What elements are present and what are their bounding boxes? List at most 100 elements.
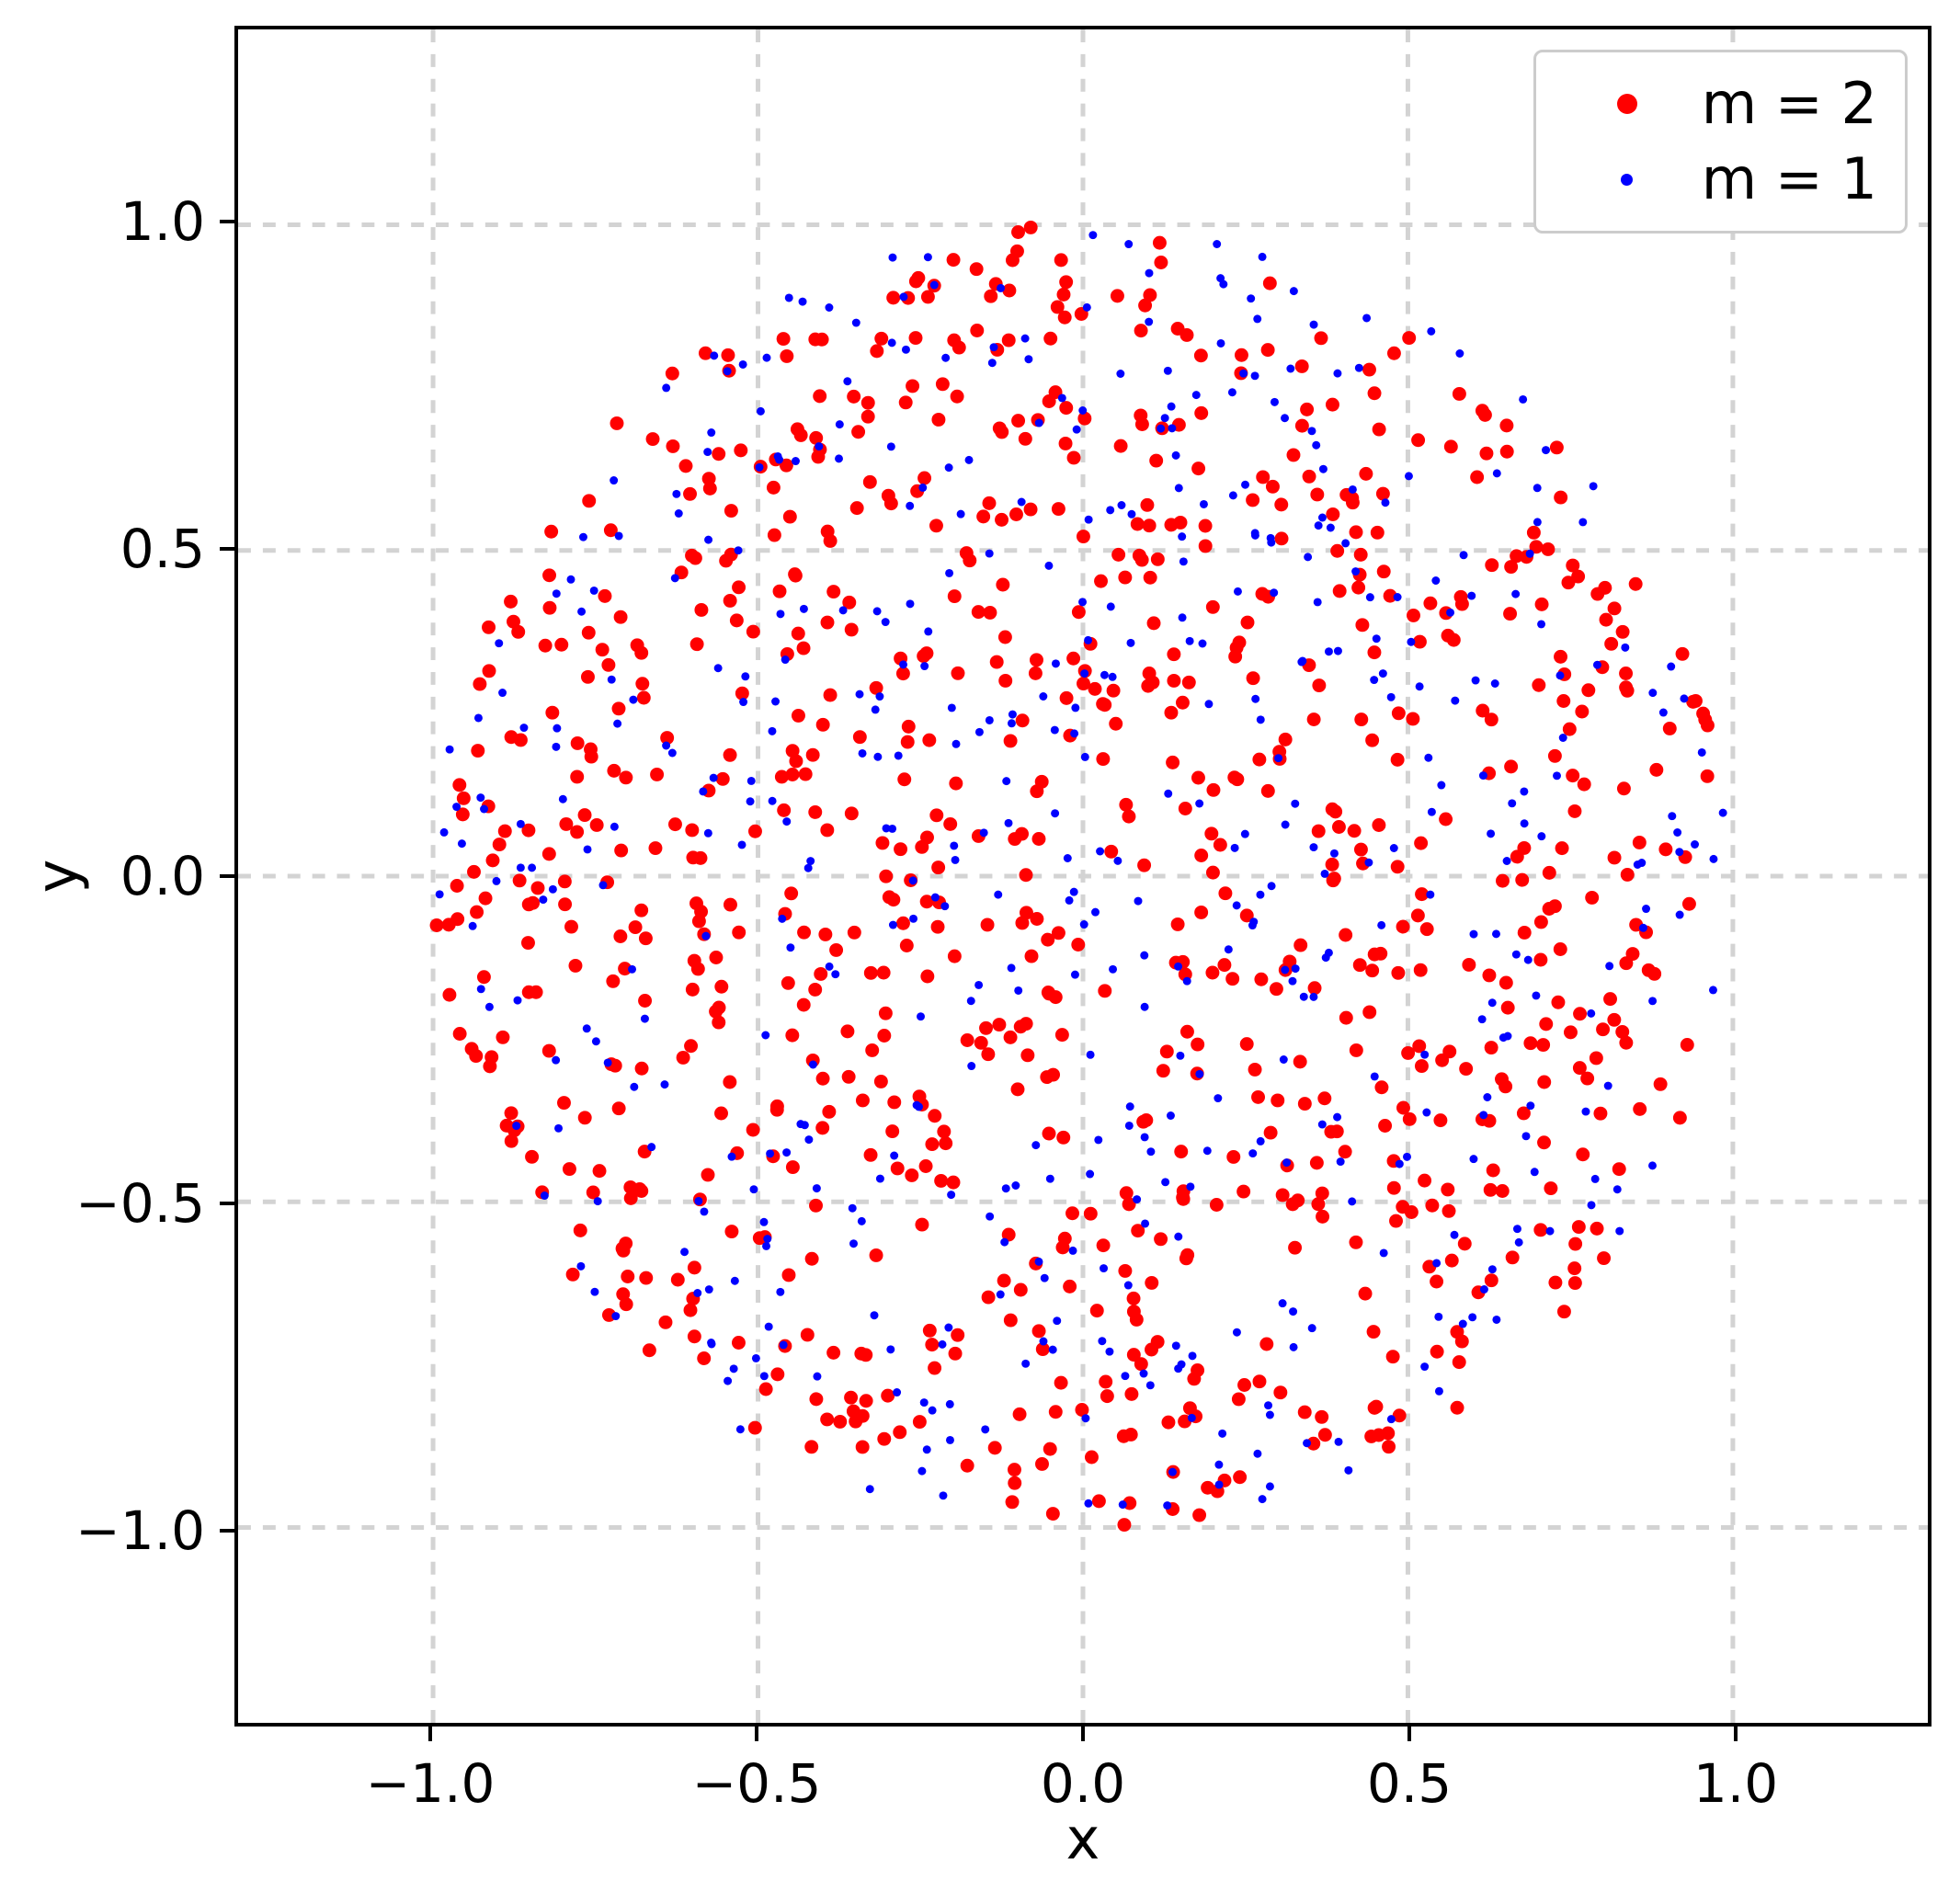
scatter-point xyxy=(1592,660,1601,669)
scatter-point xyxy=(1214,1460,1224,1469)
scatter-point xyxy=(1313,598,1322,607)
scatter-point xyxy=(1455,349,1464,358)
x-tick-label: −1.0 xyxy=(365,1752,496,1815)
x-axis-label: x xyxy=(1065,1805,1100,1873)
scatter-point xyxy=(497,824,512,838)
scatter-point xyxy=(1532,991,1541,1000)
scatter-point xyxy=(859,1348,873,1362)
legend-box[interactable]: m = 2 m = 1 xyxy=(1533,50,1908,234)
scatter-point xyxy=(1389,844,1398,852)
scatter-point xyxy=(1619,1035,1634,1050)
scatter-point xyxy=(693,850,708,865)
scatter-point xyxy=(1297,1097,1312,1111)
scatter-point xyxy=(1534,597,1549,611)
scatter-point xyxy=(1539,1017,1554,1031)
scatter-point xyxy=(1108,672,1117,681)
scatter-point xyxy=(981,1290,996,1305)
scatter-point xyxy=(1520,787,1529,796)
scatter-point xyxy=(1345,496,1360,510)
scatter-point xyxy=(1537,620,1546,629)
scatter-point xyxy=(997,1273,1011,1288)
scatter-point xyxy=(1604,636,1619,651)
scatter-point xyxy=(1500,1000,1515,1015)
scatter-point xyxy=(1427,807,1436,816)
x-tick-label: 0.5 xyxy=(1366,1752,1453,1815)
scatter-point xyxy=(1317,1091,1332,1106)
scatter-point xyxy=(878,1006,893,1020)
scatter-point xyxy=(1431,576,1441,585)
scatter-point xyxy=(814,966,828,981)
scatter-point xyxy=(1386,346,1401,360)
scatter-point xyxy=(969,262,984,277)
scatter-point xyxy=(589,817,604,832)
scatter-point xyxy=(1537,1075,1552,1089)
scatter-point xyxy=(1544,1181,1558,1196)
scatter-point xyxy=(1514,1237,1523,1247)
scatter-point xyxy=(496,1030,510,1044)
scatter-point xyxy=(1581,683,1596,698)
scatter-point xyxy=(746,1123,760,1137)
scatter-point xyxy=(1003,1030,1018,1044)
scatter-point xyxy=(749,1185,758,1194)
scatter-point xyxy=(1616,781,1631,796)
scatter-point xyxy=(701,1168,715,1182)
scatter-point xyxy=(1113,439,1128,453)
scatter-point xyxy=(998,673,1013,688)
scatter-point xyxy=(638,931,653,946)
scatter-point xyxy=(766,480,781,495)
scatter-point xyxy=(1294,359,1309,373)
scatter-point xyxy=(1517,925,1532,940)
legend-entry-m2[interactable]: m = 2 xyxy=(1558,71,1877,137)
scatter-point xyxy=(943,816,958,831)
scatter-point xyxy=(989,343,998,352)
legend-label-m2: m = 2 xyxy=(1701,70,1877,137)
scatter-point xyxy=(1521,1132,1531,1141)
scatter-point xyxy=(1375,486,1390,501)
scatter-point xyxy=(1697,747,1706,757)
scatter-point xyxy=(1469,929,1478,939)
legend-entry-m1[interactable]: m = 1 xyxy=(1558,146,1877,212)
legend-dot-red xyxy=(1616,94,1637,114)
scatter-point xyxy=(1240,615,1255,630)
scatter-point xyxy=(1383,588,1397,603)
scatter-point xyxy=(986,1212,995,1221)
scatter-point xyxy=(1021,1359,1031,1368)
scatter-point xyxy=(1054,1028,1069,1043)
scatter-point xyxy=(629,695,638,704)
scatter-point xyxy=(628,964,637,974)
scatter-point xyxy=(1451,696,1460,705)
scatter-point xyxy=(877,1029,892,1043)
scatter-point xyxy=(960,1033,974,1047)
scatter-point xyxy=(1567,1276,1582,1291)
scatter-point xyxy=(492,838,507,852)
scatter-point xyxy=(1315,1186,1329,1201)
scatter-point xyxy=(938,1339,947,1349)
scatter-point xyxy=(723,367,732,376)
scatter-point xyxy=(512,873,527,888)
scatter-point xyxy=(1311,824,1326,838)
scatter-point xyxy=(544,524,559,539)
scatter-point xyxy=(1096,847,1105,856)
scatter-point xyxy=(859,1394,873,1408)
scatter-point xyxy=(576,1261,586,1271)
scatter-point xyxy=(770,1367,785,1382)
scatter-point xyxy=(951,855,960,864)
scatter-point xyxy=(1182,976,1191,986)
scatter-point xyxy=(1258,252,1267,261)
scatter-point xyxy=(1187,1413,1196,1422)
scatter-point xyxy=(1648,689,1658,698)
scatter-point xyxy=(1504,759,1519,774)
scatter-point xyxy=(960,1458,974,1473)
scatter-point xyxy=(583,845,592,854)
scatter-point xyxy=(844,806,859,821)
scatter-point xyxy=(809,1392,824,1407)
scatter-point xyxy=(1459,551,1468,560)
scatter-point xyxy=(833,1414,848,1429)
scatter-point xyxy=(1430,1274,1444,1289)
scatter-point xyxy=(729,613,744,628)
scatter-point xyxy=(1392,1408,1407,1423)
scatter-point xyxy=(1070,729,1079,738)
scatter-point xyxy=(634,1061,649,1076)
scatter-point xyxy=(1246,671,1260,686)
scatter-point xyxy=(1378,1119,1393,1133)
